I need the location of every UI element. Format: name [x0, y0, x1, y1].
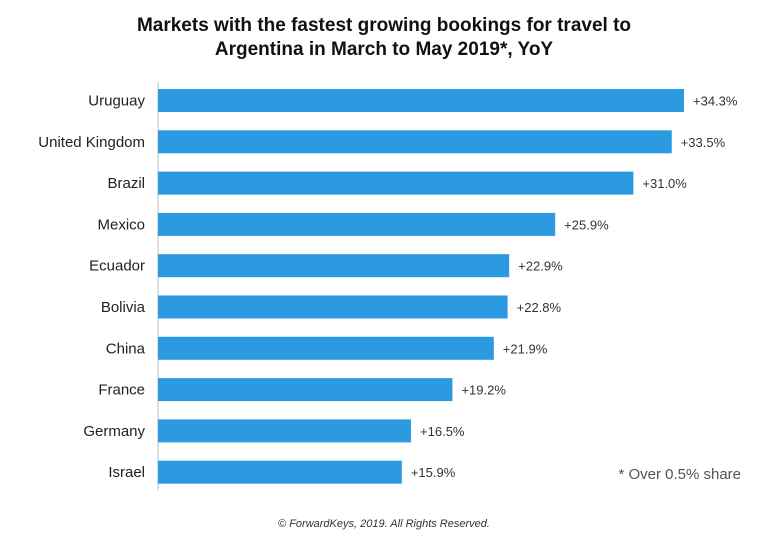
category-label: Bolivia — [101, 299, 146, 316]
category-label: Germany — [83, 423, 145, 440]
category-label: Mexico — [97, 216, 145, 233]
data-label: +15.9% — [411, 465, 456, 480]
data-label: +16.5% — [420, 424, 465, 439]
bar-uruguay — [158, 89, 684, 112]
data-label: +21.9% — [503, 341, 548, 356]
data-label: +22.9% — [518, 259, 563, 274]
copyright-notice: © ForwardKeys, 2019. All Rights Reserved… — [278, 518, 490, 530]
bar-france — [158, 378, 453, 402]
category-label: France — [98, 382, 145, 399]
footnote: * Over 0.5% share — [618, 466, 741, 483]
chart-title-line-2: Argentina in March to May 2019*, YoY — [214, 39, 554, 60]
bar-ecuador — [158, 254, 510, 278]
category-label: Brazil — [107, 175, 145, 192]
data-label: +34.3% — [693, 94, 738, 109]
chart-title-line-1: Markets with the fastest growing booking… — [136, 15, 632, 36]
bar-israel — [158, 460, 402, 484]
bar-germany — [158, 419, 412, 443]
chart-title: Markets with the fastest growing booking… — [0, 14, 768, 62]
data-label: +25.9% — [564, 217, 609, 232]
bar-bolivia — [158, 295, 508, 319]
bar-china — [158, 336, 494, 360]
category-label: Israel — [108, 464, 145, 481]
data-label: +19.2% — [461, 383, 506, 398]
category-label: United Kingdom — [38, 134, 145, 151]
data-label: +33.5% — [681, 135, 726, 150]
category-label: China — [106, 340, 146, 357]
category-label: Ecuador — [89, 258, 145, 275]
bar-united-kingdom — [158, 130, 672, 154]
bar-brazil — [158, 171, 634, 195]
bar-mexico — [158, 212, 556, 236]
category-label: Uruguay — [88, 93, 145, 110]
data-label: +31.0% — [642, 176, 687, 191]
data-label: +22.8% — [517, 300, 562, 315]
